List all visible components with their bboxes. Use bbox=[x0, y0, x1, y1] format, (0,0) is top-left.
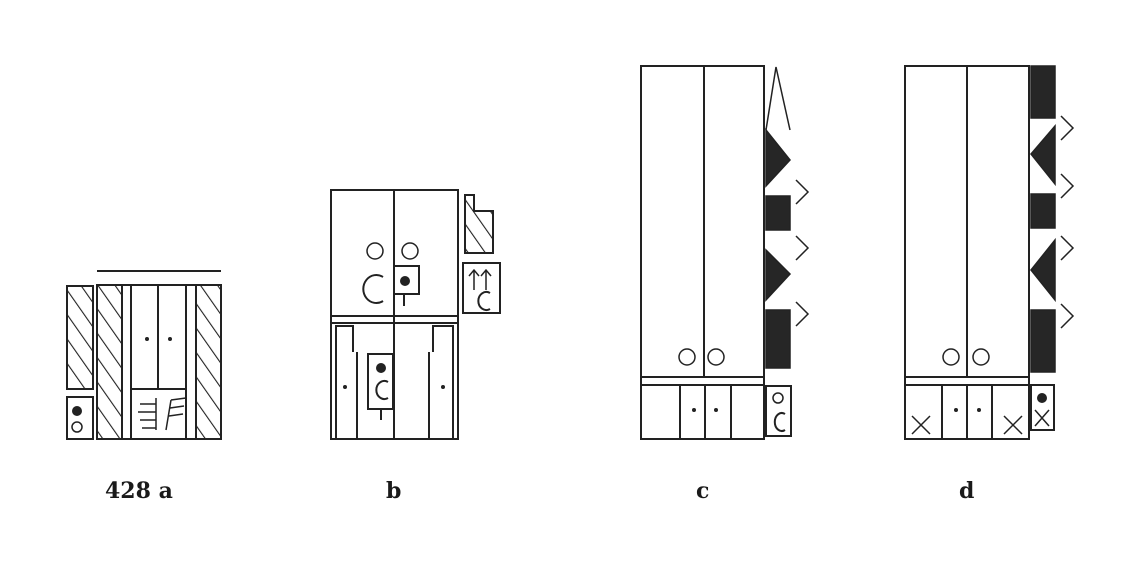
panel-d-main-block bbox=[904, 65, 1030, 440]
panel-c-side-strip bbox=[765, 66, 810, 437]
panel-d-side-strip bbox=[1030, 65, 1075, 431]
panel-b-main-block bbox=[330, 189, 459, 440]
label-panel-c: c bbox=[696, 478, 710, 504]
panel-c bbox=[640, 65, 810, 440]
panel-a-legend-box bbox=[66, 396, 94, 440]
panel-c-main-block bbox=[640, 65, 765, 440]
panel-b-side-pieces bbox=[462, 194, 501, 314]
panel-a-main-block bbox=[96, 284, 222, 440]
panel-d bbox=[904, 65, 1075, 440]
panel-a bbox=[66, 270, 222, 440]
panel-b bbox=[330, 189, 501, 440]
panel-a-left-hatched-bar bbox=[66, 285, 94, 390]
label-panel-b: b bbox=[386, 478, 402, 504]
label-panel-d: d bbox=[959, 478, 975, 504]
label-panel-a: 428 a bbox=[105, 478, 173, 504]
